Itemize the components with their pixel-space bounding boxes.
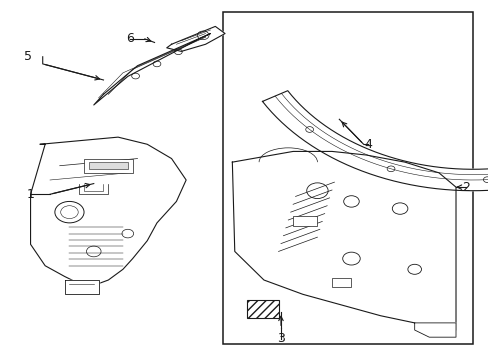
Polygon shape [414,323,455,337]
Text: 2: 2 [461,181,468,194]
Bar [246,300,278,318]
Text: 6: 6 [126,32,134,45]
Polygon shape [262,91,488,191]
Polygon shape [30,137,186,287]
Bar [331,278,351,287]
Text: 3: 3 [277,333,285,346]
Bar [84,158,132,173]
Text: 1: 1 [26,188,35,201]
Polygon shape [94,33,210,105]
Polygon shape [232,152,455,330]
Polygon shape [166,26,224,51]
Text: 4: 4 [364,138,372,151]
Text: 5: 5 [24,50,32,63]
Polygon shape [64,280,99,294]
Bar [292,216,317,226]
Bar [222,12,472,344]
Bar [89,162,127,169]
